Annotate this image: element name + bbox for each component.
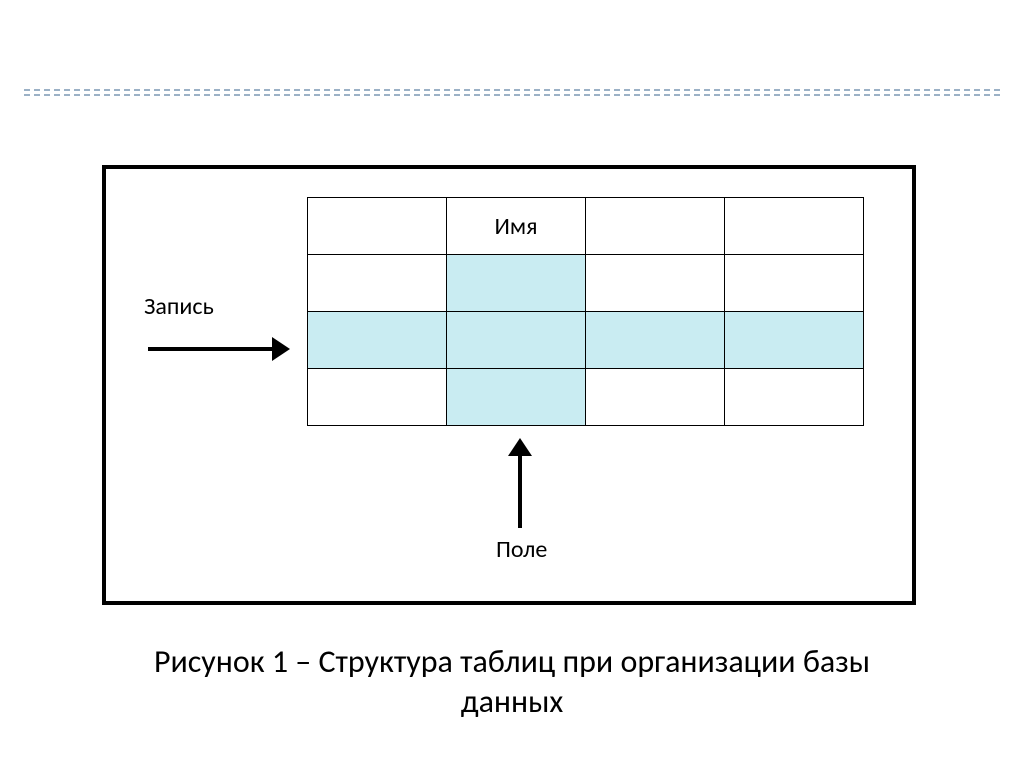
table-cell (725, 255, 864, 312)
table-cell (586, 198, 725, 255)
field-cell (447, 255, 586, 312)
arrow-shaft (148, 347, 280, 351)
arrowhead-up-icon (508, 438, 532, 456)
caption-line-2: данных (0, 682, 1024, 722)
top-divider-1 (24, 89, 1000, 91)
record-cell (447, 312, 586, 369)
record-label: Запись (144, 292, 214, 321)
table-cell (308, 198, 447, 255)
column-name-header: Имя (447, 198, 586, 255)
table-cell (308, 369, 447, 426)
record-cell (725, 312, 864, 369)
slide-canvas: Имя Запись Поле Рисунок 1 – Структура та… (0, 0, 1024, 767)
table-row: Имя (308, 198, 864, 255)
field-arrow (510, 438, 530, 528)
field-label: Поле (496, 535, 547, 564)
figure-caption: Рисунок 1 – Структура таблиц при организ… (0, 642, 1024, 722)
table-cell (725, 198, 864, 255)
table-cell (586, 255, 725, 312)
table-row (308, 369, 864, 426)
arrow-shaft (518, 448, 522, 528)
arrowhead-right-icon (272, 337, 290, 361)
record-cell (586, 312, 725, 369)
table-cell (308, 255, 447, 312)
table-row (308, 255, 864, 312)
record-row (308, 312, 864, 369)
table-cell (725, 369, 864, 426)
record-cell (308, 312, 447, 369)
record-arrow (148, 339, 290, 359)
field-cell (447, 369, 586, 426)
table-cell (586, 369, 725, 426)
caption-line-1: Рисунок 1 – Структура таблиц при организ… (0, 642, 1024, 682)
top-divider-2 (24, 94, 1000, 96)
db-table-grid: Имя (307, 197, 864, 426)
